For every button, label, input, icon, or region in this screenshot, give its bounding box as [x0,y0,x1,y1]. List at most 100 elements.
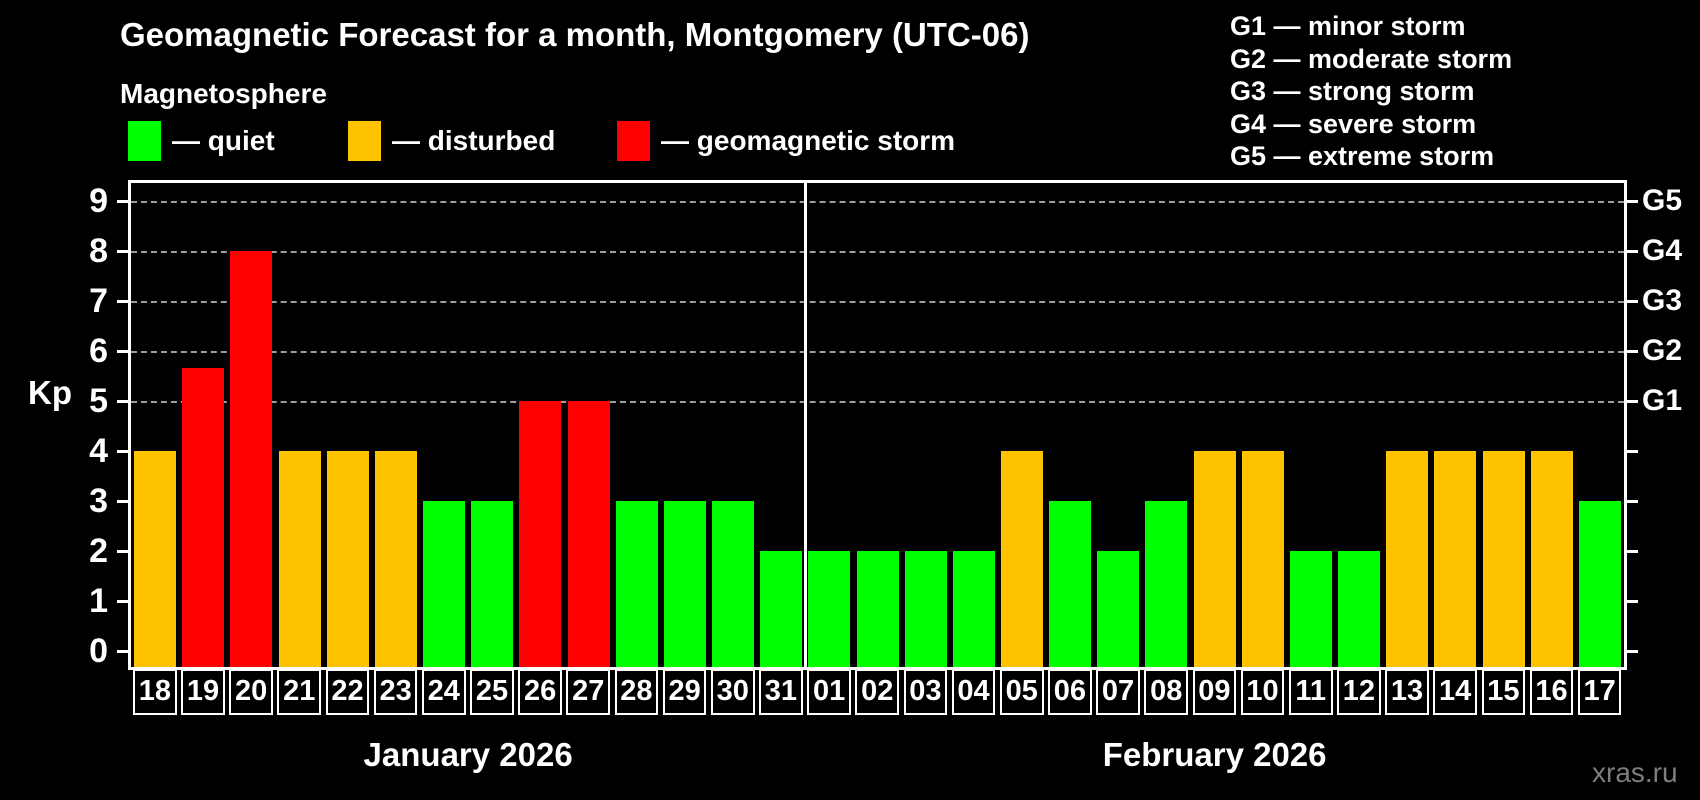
legend-item-disturbed: — disturbed [348,121,708,161]
y-axis-title: Kp [28,374,72,411]
day-cell-13: 13 [1385,669,1429,715]
y-tick-4 [117,449,131,453]
legend-label-quiet: — quiet [172,125,275,156]
g-legend-item-4: G4 — severe storm [1230,108,1477,139]
day-cell-31: 31 [759,669,803,715]
bar-day-23 [374,451,417,667]
day-cell-23: 23 [373,669,418,715]
y-tick-label-2: 2 [89,532,108,570]
day-cell-18: 18 [133,669,177,715]
bar-day-21 [278,451,321,667]
y-tick-5 [117,399,131,403]
day-cell-22: 22 [325,669,370,715]
bar-day-09 [1193,451,1236,667]
plot-area [128,180,1627,670]
gridline-kp8 [131,251,1624,253]
g-legend-item-2: G2 — moderate storm [1230,43,1513,74]
bar-day-06 [1049,501,1092,667]
day-cell-19: 19 [181,669,225,715]
bar-day-15 [1482,451,1525,667]
bar-day-17 [1578,501,1621,667]
y-tick-7 [117,299,131,303]
storm-color-swatch [617,121,650,161]
day-cell-05: 05 [999,669,1044,715]
bar-day-14 [1434,451,1477,667]
y-tick-8 [117,249,131,253]
day-cell-21: 21 [277,669,322,715]
legend-label-storm: — geomagnetic storm [661,125,956,156]
quiet-color-swatch [128,121,161,161]
bar-day-22 [326,451,369,667]
gridline-kp6 [131,351,1624,353]
bar-day-28 [615,501,658,667]
magnetosphere-label: Magnetosphere [120,78,327,109]
day-cell-04: 04 [951,669,996,715]
disturbed-color-swatch [348,121,381,161]
month-label-february: February 2026 [1102,736,1327,773]
g-label-G2: G2 [1642,334,1683,367]
day-cell-11: 11 [1288,669,1333,715]
right-tick-6 [1624,349,1638,353]
month-label-january: January 2026 [363,736,573,773]
y-tick-label-3: 3 [89,482,108,520]
day-cell-10: 10 [1240,669,1285,715]
day-cell-03: 03 [903,669,948,715]
right-tick-9 [1624,199,1638,203]
right-tick-1 [1624,599,1638,603]
day-cell-06: 06 [1048,669,1092,715]
day-cell-26: 26 [518,669,562,715]
gridline-kp9 [131,201,1624,203]
right-tick-3 [1624,499,1638,503]
day-cell-30: 30 [710,669,755,715]
storm-scale-legend: G1 — minor storm G2 — moderate storm G3 — … [1230,10,1512,173]
bar-day-03 [904,551,947,667]
bar-day-18 [134,451,177,667]
day-cell-25: 25 [470,669,514,715]
day-cell-24: 24 [421,669,466,715]
bar-day-08 [1145,501,1188,667]
legend-item-quiet: — quiet [128,121,488,161]
bar-day-19 [182,367,225,667]
bar-day-11 [1289,551,1332,667]
legend-label-disturbed: — disturbed [392,125,556,156]
bar-day-29 [663,501,706,667]
y-tick-label-5: 5 [89,382,108,420]
y-tick-label-7: 7 [89,282,108,320]
day-cell-28: 28 [614,669,659,715]
bar-day-07 [1097,551,1140,667]
day-cell-07: 07 [1096,669,1140,715]
day-cell-02: 02 [855,669,900,715]
g-label-G5: G5 [1642,184,1683,217]
y-tick-label-9: 9 [89,182,108,220]
right-tick-0 [1624,649,1638,653]
watermark: xras.ru [1592,757,1678,788]
y-tick-label-1: 1 [89,582,108,620]
gridline-kp5 [131,401,1624,403]
y-tick-6 [117,349,131,353]
g-label-G4: G4 [1642,234,1683,267]
legend-item-storm: — geomagnetic storm [617,121,977,161]
day-cell-12: 12 [1337,669,1381,715]
bar-day-26 [519,401,562,667]
right-tick-2 [1624,549,1638,553]
day-cell-27: 27 [566,669,611,715]
bar-day-01 [808,551,851,667]
bar-day-16 [1530,451,1573,667]
bar-day-27 [567,401,610,667]
g-legend-item-3: G3 — strong storm [1230,76,1475,106]
y-tick-label-8: 8 [89,232,108,270]
right-tick-4 [1624,449,1638,453]
bar-day-25 [471,501,514,667]
day-cell-14: 14 [1433,669,1477,715]
day-cell-09: 09 [1192,669,1237,715]
bar-day-13 [1386,451,1429,667]
day-cell-01: 01 [807,669,851,715]
y-tick-label-4: 4 [89,432,108,470]
day-cell-15: 15 [1481,669,1526,715]
y-tick-label-6: 6 [89,332,108,370]
day-cell-20: 20 [229,669,273,715]
bar-day-30 [712,501,755,667]
day-cell-29: 29 [662,669,707,715]
bar-day-12 [1338,551,1381,667]
bar-day-24 [423,501,466,667]
